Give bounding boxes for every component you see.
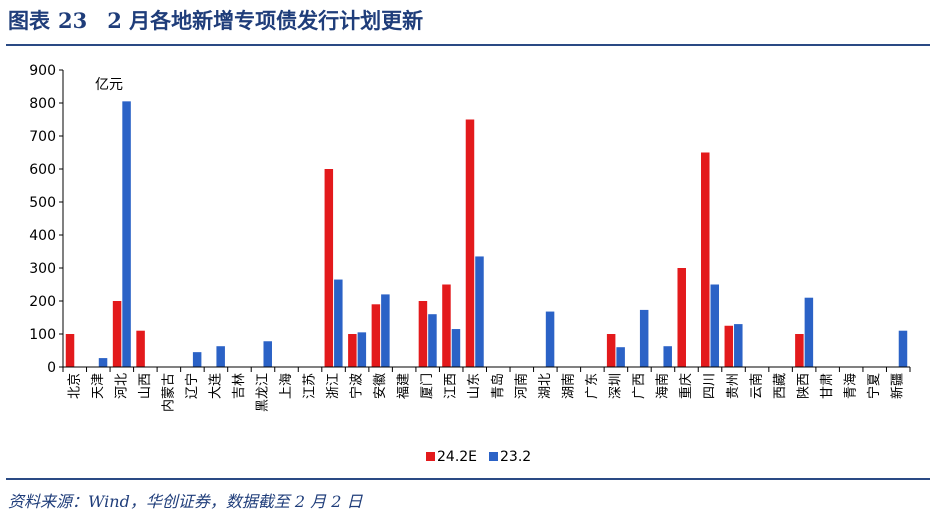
bar-series-23-2 bbox=[357, 332, 367, 367]
source-rule bbox=[6, 478, 930, 480]
bar-series-23-2 bbox=[898, 330, 908, 367]
x-tick-label: 宁波 bbox=[349, 373, 365, 399]
x-tick-label: 北京 bbox=[67, 373, 82, 399]
y-tick-label: 200 bbox=[29, 294, 56, 310]
x-tick-label: 云南 bbox=[749, 373, 765, 399]
x-tick-label: 吉林 bbox=[232, 373, 247, 399]
bar-series-23-2 bbox=[639, 309, 649, 367]
bar-series-24-2e bbox=[112, 301, 122, 367]
bar-series-23-2 bbox=[804, 297, 814, 367]
y-tick-label: 700 bbox=[29, 129, 56, 145]
bar-series-23-2 bbox=[334, 279, 343, 367]
bar-series-23-2 bbox=[216, 346, 225, 367]
x-tick-label: 山西 bbox=[138, 373, 153, 399]
x-tick-label: 江苏 bbox=[302, 373, 318, 399]
bar-series-23-2 bbox=[734, 324, 743, 367]
bar-series-23-2 bbox=[475, 256, 484, 367]
y-tick-label: 900 bbox=[29, 63, 56, 79]
figure-title-text: 2 月各地新增专项债发行计划更新 bbox=[107, 8, 424, 33]
bar-series-24-2e bbox=[465, 119, 475, 367]
x-tick-label: 辽宁 bbox=[184, 373, 200, 399]
figure-number: 23 bbox=[58, 8, 88, 33]
bar-series-24-2e bbox=[418, 301, 428, 367]
y-tick-label: 600 bbox=[29, 162, 56, 178]
bar-series-24-2e bbox=[606, 334, 616, 367]
x-tick-label: 大连 bbox=[207, 373, 223, 399]
bar-series-24-2e bbox=[371, 304, 381, 367]
bar-series-24-2e bbox=[442, 284, 451, 367]
x-tick-label: 内蒙古 bbox=[160, 373, 176, 412]
x-tick-label: 上海 bbox=[279, 373, 294, 399]
bar-series-24-2e bbox=[348, 334, 357, 367]
legend-swatch-series-23-2 bbox=[489, 452, 498, 461]
x-tick-label: 黑龙江 bbox=[255, 373, 270, 412]
x-tick-label: 贵州 bbox=[726, 373, 741, 399]
bar-series-23-2 bbox=[428, 314, 437, 367]
legend-swatch-series-24-2e bbox=[426, 452, 435, 461]
x-tick-label: 广西 bbox=[632, 373, 647, 399]
x-tick-label: 湖北 bbox=[538, 373, 553, 399]
x-tick-label: 甘肃 bbox=[820, 373, 835, 399]
source-note: 资料来源：Wind，华创证券，数据截至 2 月 2 日 bbox=[8, 488, 369, 512]
x-tick-label: 青海 bbox=[844, 373, 859, 399]
x-tick-label: 新疆 bbox=[890, 373, 906, 399]
unit-label: 亿元 bbox=[95, 77, 123, 93]
x-tick-label: 重庆 bbox=[678, 373, 694, 399]
bar-series-23-2 bbox=[122, 101, 131, 367]
bar-series-23-2 bbox=[192, 352, 202, 367]
y-tick-label: 0 bbox=[47, 360, 56, 376]
x-tick-label: 安徽 bbox=[373, 373, 388, 399]
x-tick-label: 湖南 bbox=[560, 373, 576, 399]
x-tick-label: 青岛 bbox=[490, 373, 506, 399]
y-tick-label: 300 bbox=[29, 261, 56, 277]
x-tick-label: 山东 bbox=[467, 373, 482, 399]
bar-series-24-2e bbox=[136, 330, 145, 367]
x-tick-label: 河南 bbox=[513, 373, 529, 399]
x-tick-label: 天津 bbox=[91, 373, 106, 399]
x-tick-label: 福建 bbox=[397, 373, 412, 399]
y-tick-label: 500 bbox=[29, 195, 56, 211]
x-tick-label: 四川 bbox=[703, 373, 718, 399]
x-tick-label: 宁夏 bbox=[866, 373, 882, 399]
bar-series-23-2 bbox=[616, 347, 625, 367]
y-tick-label: 100 bbox=[29, 327, 56, 343]
bar-series-24-2e bbox=[65, 334, 75, 367]
legend-label: 24.2E bbox=[437, 449, 477, 465]
x-tick-label: 江西 bbox=[444, 373, 459, 399]
x-tick-label: 海南 bbox=[654, 373, 670, 399]
source-text: 资料来源：Wind，华创证券，数据截至 2 月 2 日 bbox=[8, 492, 363, 511]
bar-series-24-2e bbox=[324, 169, 334, 367]
x-tick-label: 广东 bbox=[585, 373, 600, 399]
x-tick-label: 厦门 bbox=[420, 373, 435, 399]
bar-series-23-2 bbox=[710, 284, 720, 367]
bar-series-23-2 bbox=[98, 358, 108, 367]
bar-series-24-2e bbox=[724, 325, 734, 367]
bar-series-23-2 bbox=[545, 311, 555, 367]
bar-series-24-2e bbox=[795, 334, 804, 367]
y-tick-label: 400 bbox=[29, 228, 56, 244]
bar-series-23-2 bbox=[263, 341, 272, 367]
bar-series-24-2e bbox=[701, 152, 710, 367]
x-tick-label: 浙江 bbox=[326, 373, 341, 399]
y-tick-label: 800 bbox=[29, 96, 56, 112]
x-tick-label: 西藏 bbox=[773, 373, 788, 399]
figure-title: 图表 23 2 月各地新增专项债发行计划更新 bbox=[8, 6, 423, 36]
bar-series-23-2 bbox=[381, 294, 390, 367]
bar-series-23-2 bbox=[663, 346, 672, 367]
x-tick-label: 深圳 bbox=[608, 373, 623, 399]
figure-label: 图表 bbox=[8, 8, 50, 33]
legend-label: 23.2 bbox=[500, 449, 531, 465]
x-tick-label: 河北 bbox=[114, 373, 129, 399]
title-rule bbox=[6, 44, 930, 46]
bar-series-23-2 bbox=[451, 329, 461, 367]
bar-series-24-2e bbox=[677, 268, 686, 367]
x-tick-label: 陕西 bbox=[797, 373, 812, 399]
